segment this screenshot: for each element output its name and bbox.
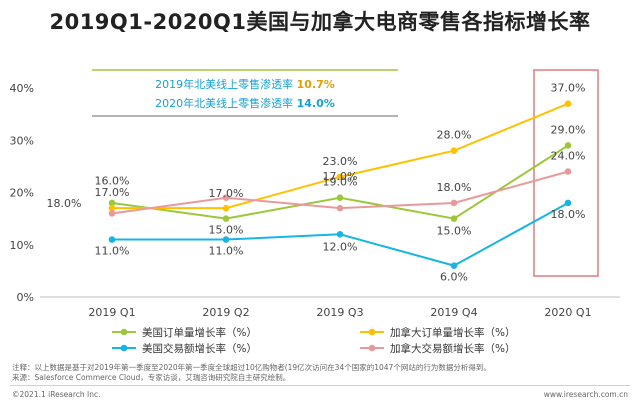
data-label-us_orders: 29.0% [551,123,586,136]
legend-label-ca_orders: 加拿大订单量增长率（%） [390,326,515,339]
data-label-us_gmv: 6.0% [440,271,468,284]
data-point-us_gmv [222,236,230,243]
data-point-ca_orders [108,204,116,212]
data-label-us_gmv: 11.0% [209,245,244,258]
data-point-us_orders [450,215,458,222]
data-point-ca_gmv [108,210,116,217]
data-label-ca_orders: 23.0% [323,155,358,168]
highlight-box-2020q1 [533,69,599,277]
copyright-text: ©2021.1 iResearch Inc. [12,390,101,399]
legend-marker-us_gmv [120,344,128,352]
data-label-ca_orders: 37.0% [551,82,586,95]
data-point-us_gmv [450,262,458,269]
data-point-us_gmv [108,236,116,243]
data-label-ca_gmv: 17.0% [323,170,358,183]
y-tick-label: 30% [10,134,34,147]
x-tick-label: 2019 Q3 [316,306,363,319]
y-tick-label: 40% [10,82,34,95]
x-tick-label: 2019 Q2 [202,306,249,319]
penetration-2019: 2019年北美线上零售渗透率 10.7% [155,77,335,91]
data-label-us_gmv: 18.0% [551,208,586,221]
x-tick-label: 2019 Q4 [430,306,477,319]
data-point-us_orders [564,142,572,149]
footnote-note: 注释：以上数据是基于对2019年第一季度至2020年第一季度全球超过10亿购物者… [12,363,491,372]
data-point-us_orders [108,199,116,207]
legend-label-us_orders: 美国订单量增长率（%） [142,326,257,339]
legend-label-us_gmv: 美国交易额增长率（%） [142,342,257,355]
data-label-us_orders: 19.0% [323,176,358,189]
legend-marker-us_orders [120,328,128,336]
penetration-2020: 2020年北美线上零售渗透率 14.0% [155,96,335,110]
data-point-ca_orders [222,204,230,212]
footnote-source: 来源：Salesforce Commerce Cloud，专家访谈，艾瑞咨询研究… [12,373,291,382]
x-tick-label: 2020 Q1 [544,306,591,319]
y-tick-label: 20% [10,187,34,200]
data-point-ca_orders [336,173,344,181]
legend-marker-ca_gmv [368,344,376,352]
data-point-us_orders [336,194,344,202]
data-point-ca_gmv [450,199,458,207]
data-label-ca_gmv: 24.0% [551,150,586,163]
data-point-ca_gmv [564,168,572,175]
data-point-ca_orders [450,147,458,154]
data-label-us_gmv: 11.0% [95,245,130,258]
data-label-us_orders: 15.0% [437,225,472,238]
data-label-us_orders: 18.0% [47,197,82,210]
data-point-us_gmv [336,231,344,238]
data-label-ca_orders: 17.0% [209,187,244,200]
data-point-us_orders [222,215,230,222]
data-point-ca_orders [564,100,572,107]
data-label-us_orders: 15.0% [209,224,244,237]
data-label-us_gmv: 12.0% [323,240,358,253]
legend-label-ca_gmv: 加拿大交易额增长率（%） [390,342,515,355]
legend-marker-ca_orders [368,328,376,336]
data-point-ca_gmv [336,204,344,212]
data-label-ca_orders: 28.0% [437,129,472,142]
data-label-ca_orders: 17.0% [95,186,130,199]
y-tick-label: 10% [10,239,34,252]
website-text: www.iresearch.com.cn [543,390,628,399]
data-point-ca_gmv [222,194,230,202]
data-point-us_gmv [564,199,572,207]
footer-divider [10,385,630,386]
x-tick-label: 2019 Q1 [88,306,135,319]
chart-title: 2019Q1-2020Q1美国与加拿大电商零售各指标增长率 [49,10,591,34]
data-label-ca_gmv: 18.0% [437,181,472,194]
y-tick-label: 0% [17,291,34,304]
data-label-ca_gmv: 16.0% [95,174,130,187]
